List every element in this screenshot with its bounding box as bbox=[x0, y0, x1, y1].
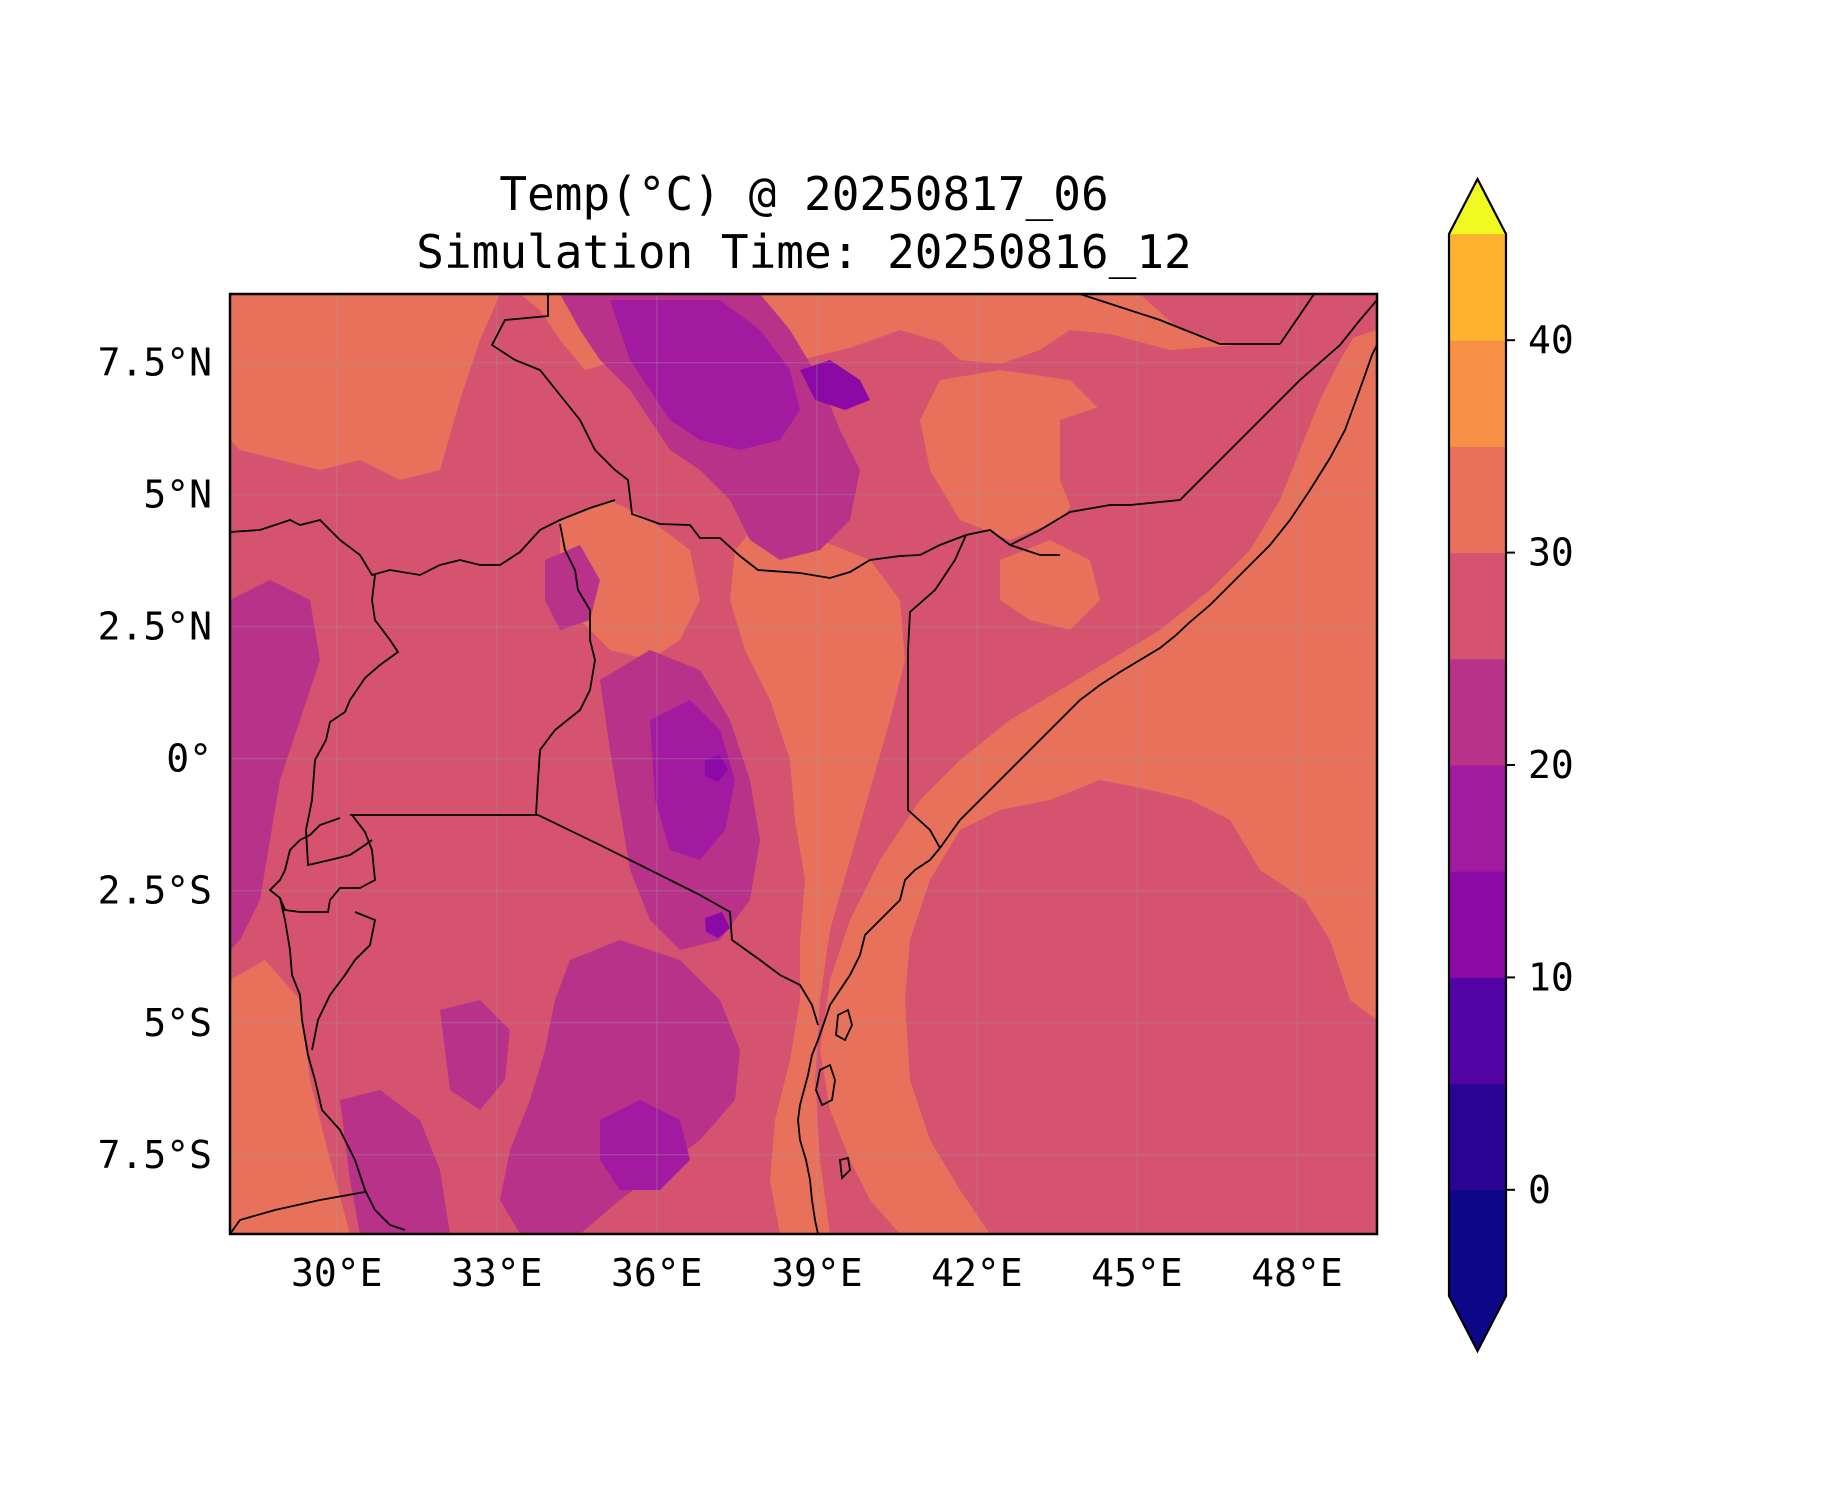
contour-15-20-elgon bbox=[545, 545, 600, 630]
contour-15-20-southeast-highlands bbox=[440, 1000, 510, 1110]
lat-tick-label: 7.5°N bbox=[98, 341, 212, 385]
colorbar-tick-label: 10 bbox=[1528, 955, 1574, 999]
border-sudan-south-sudan-ethiopia bbox=[490, 294, 1060, 579]
latitude-tick-labels: 7.5°N 5°N 2.5°N 0° 2.5°S 5°S 7.5°S bbox=[98, 341, 212, 1177]
colorbar-tick-label: 30 bbox=[1528, 531, 1574, 575]
island-zanzibar bbox=[815, 1063, 836, 1107]
border-tanzania-west-inner bbox=[311, 911, 377, 1051]
border-kenya-somalia bbox=[907, 534, 967, 849]
island-mafia bbox=[839, 1156, 851, 1180]
lat-tick-label: 7.5°S bbox=[98, 1133, 212, 1177]
border-uganda-kenya bbox=[535, 523, 596, 816]
contour-20-25-somalia-coast bbox=[1060, 400, 1250, 560]
border-somalia-ethiopia-ogaden bbox=[1009, 299, 1377, 546]
colorbar-segment bbox=[1449, 446, 1506, 554]
contour-15-20-uganda-rift bbox=[230, 580, 320, 950]
colorbar-outline bbox=[1447, 176, 1508, 1354]
lon-tick-label: 36°E bbox=[611, 1251, 703, 1295]
lat-tick-label: 5°S bbox=[143, 1001, 212, 1045]
colorbar-segment bbox=[1449, 1083, 1506, 1191]
map-area bbox=[228, 292, 1379, 1236]
contour-25-30-kenya-east bbox=[730, 520, 905, 1234]
temperature-contours bbox=[230, 294, 1377, 1234]
lat-tick-label: 2.5°S bbox=[98, 869, 212, 913]
border-zambia bbox=[230, 1191, 366, 1234]
colorbar-tick-labels: 0 10 20 30 40 bbox=[1506, 318, 1574, 1212]
contour-25-30-ethiopia-highland-edge bbox=[1000, 540, 1100, 630]
border-sudan-eritrea-top bbox=[1279, 294, 1315, 345]
contour-5-10-kenya-peak bbox=[705, 755, 728, 782]
island-pemba bbox=[835, 1008, 853, 1042]
lat-tick-label: 2.5°N bbox=[98, 605, 212, 649]
lon-tick-label: 42°E bbox=[931, 1251, 1023, 1295]
contour-15-20-tanzania-central bbox=[500, 940, 740, 1234]
contour-25-30-ethiopia-lowland bbox=[920, 370, 1110, 540]
longitude-tick-labels: 30°E 33°E 36°E 39°E 42°E 45°E 48°E bbox=[291, 1251, 1343, 1295]
colorbar-tick-label: 20 bbox=[1528, 743, 1574, 787]
contour-20-25-gulf-aden bbox=[1140, 294, 1377, 350]
figure-subtitle: Simulation Time: 20250816_12 bbox=[416, 225, 1191, 279]
colorbar-segment bbox=[1449, 658, 1506, 766]
colorbar-extend-max bbox=[1449, 179, 1506, 234]
contour-5-10-ethiopia-peak bbox=[800, 360, 870, 410]
contour-25-30-west-rift-south bbox=[230, 960, 350, 1234]
colorbar-extend-min bbox=[1449, 1296, 1506, 1351]
colorbar-tick-label: 40 bbox=[1528, 318, 1574, 362]
border-tanzania-drc-lake-tanganyika bbox=[279, 897, 406, 1231]
colorbar-segment bbox=[1449, 234, 1506, 341]
country-borders bbox=[230, 294, 1377, 1234]
contour-5-10-kilimanjaro bbox=[705, 912, 730, 938]
contour-10-15-tanzania-core bbox=[600, 1100, 690, 1190]
colorbar-segment bbox=[1449, 340, 1506, 447]
map-frame bbox=[228, 292, 1379, 1236]
border-rwanda-burundi bbox=[268, 814, 376, 913]
contour-10-15-kenya-core bbox=[650, 700, 735, 860]
border-djibouti-somaliland bbox=[1079, 294, 1280, 345]
colorbar-tick-label: 0 bbox=[1528, 1168, 1551, 1212]
border-uganda-west bbox=[305, 574, 400, 867]
contour-25-30-turkana bbox=[560, 500, 700, 660]
border-lake-victoria-south bbox=[350, 814, 819, 1026]
lon-tick-label: 30°E bbox=[291, 1251, 383, 1295]
lon-tick-label: 39°E bbox=[771, 1251, 863, 1295]
lat-tick-label: 5°N bbox=[143, 473, 212, 517]
coastline-somalia bbox=[939, 344, 1377, 849]
contour-15-20-southwest bbox=[340, 1090, 450, 1234]
colorbar-segment bbox=[1449, 1189, 1506, 1297]
figure-title: Temp(°C) @ 20250817_06 bbox=[499, 167, 1108, 221]
colorbar bbox=[1447, 176, 1508, 1354]
contour-10-15-ethiopia-core bbox=[610, 300, 800, 450]
lat-tick-label: 0° bbox=[166, 737, 212, 781]
lon-tick-label: 33°E bbox=[451, 1251, 543, 1295]
coastline-east-africa bbox=[797, 847, 941, 1234]
lon-tick-label: 45°E bbox=[1091, 1251, 1183, 1295]
border-south-sudan-uganda-drc bbox=[230, 499, 616, 577]
colorbar-segment bbox=[1449, 765, 1506, 872]
contour-25-30-somalia-ocean bbox=[820, 300, 1377, 1234]
lon-tick-label: 48°E bbox=[1251, 1251, 1343, 1295]
colorbar-segment bbox=[1449, 552, 1506, 660]
colorbar-segment bbox=[1449, 977, 1506, 1085]
colorbar-segment bbox=[1449, 871, 1506, 978]
